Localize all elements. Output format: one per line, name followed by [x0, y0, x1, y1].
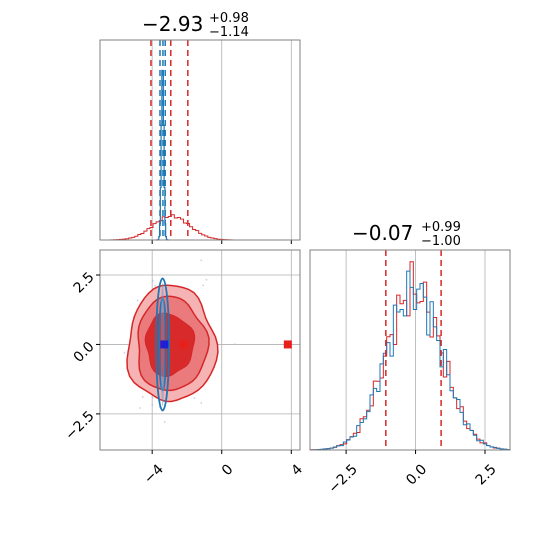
scatter-point: [141, 396, 144, 398]
hist-blue-series: [310, 270, 510, 450]
hist-red-series: [310, 261, 510, 450]
y-tick-label: −2.5: [62, 408, 97, 443]
scatter-point: [139, 407, 141, 409]
scatter-point: [151, 396, 154, 399]
scatter-point: [123, 352, 126, 354]
scatter-point: [202, 284, 204, 287]
scatter-point: [205, 278, 208, 281]
scatter-point: [200, 259, 203, 262]
marker-square: [283, 340, 292, 349]
contour-blue-outer: [155, 277, 171, 412]
marker-square: [179, 340, 188, 349]
scatter-point: [90, 307, 92, 309]
panel-joint-frame: [99, 249, 301, 451]
x-tick-label: −2.5: [326, 461, 361, 496]
x-tick-label: −4: [141, 461, 167, 487]
y-tick-label: 2.5: [71, 269, 98, 296]
panel-top-left-histogram: [99, 39, 301, 244]
scatter-point: [151, 403, 154, 406]
x-tick-label: 0: [219, 461, 237, 479]
panel-joint-contour: −4 0 4 −2.5 0.0 2.5: [62, 249, 306, 487]
marker-square: [160, 340, 169, 349]
title-param-1-lower: −1.14: [209, 25, 249, 40]
scatter-point: [136, 299, 139, 302]
scatter-point: [200, 402, 203, 404]
title-param-1-value: −2.93: [142, 12, 203, 36]
panel-bottom-right-histogram: −2.5 0.0 2.5: [309, 249, 511, 497]
title-param-2-lower: −1.00: [421, 234, 461, 249]
scatter-point: [233, 343, 236, 345]
x-tick-label: 2.5: [473, 461, 500, 488]
x-tick-label: 0.0: [403, 461, 430, 488]
y-tick-label: 0.0: [71, 339, 98, 366]
hist-red-series: [109, 214, 233, 241]
scatter-point: [154, 284, 156, 287]
scatter-point: [151, 279, 154, 282]
panel-bottom-right-frame: [309, 249, 511, 451]
x-tick-label: 4: [288, 461, 306, 479]
scatter-point: [163, 421, 166, 423]
title-param-2-value: −0.07: [352, 221, 413, 245]
scatter-point: [193, 397, 196, 399]
title-param-1-upper: +0.98: [209, 11, 249, 26]
panel-top-left-frame: [99, 39, 301, 241]
title-param-2-upper: +0.99: [421, 220, 461, 235]
